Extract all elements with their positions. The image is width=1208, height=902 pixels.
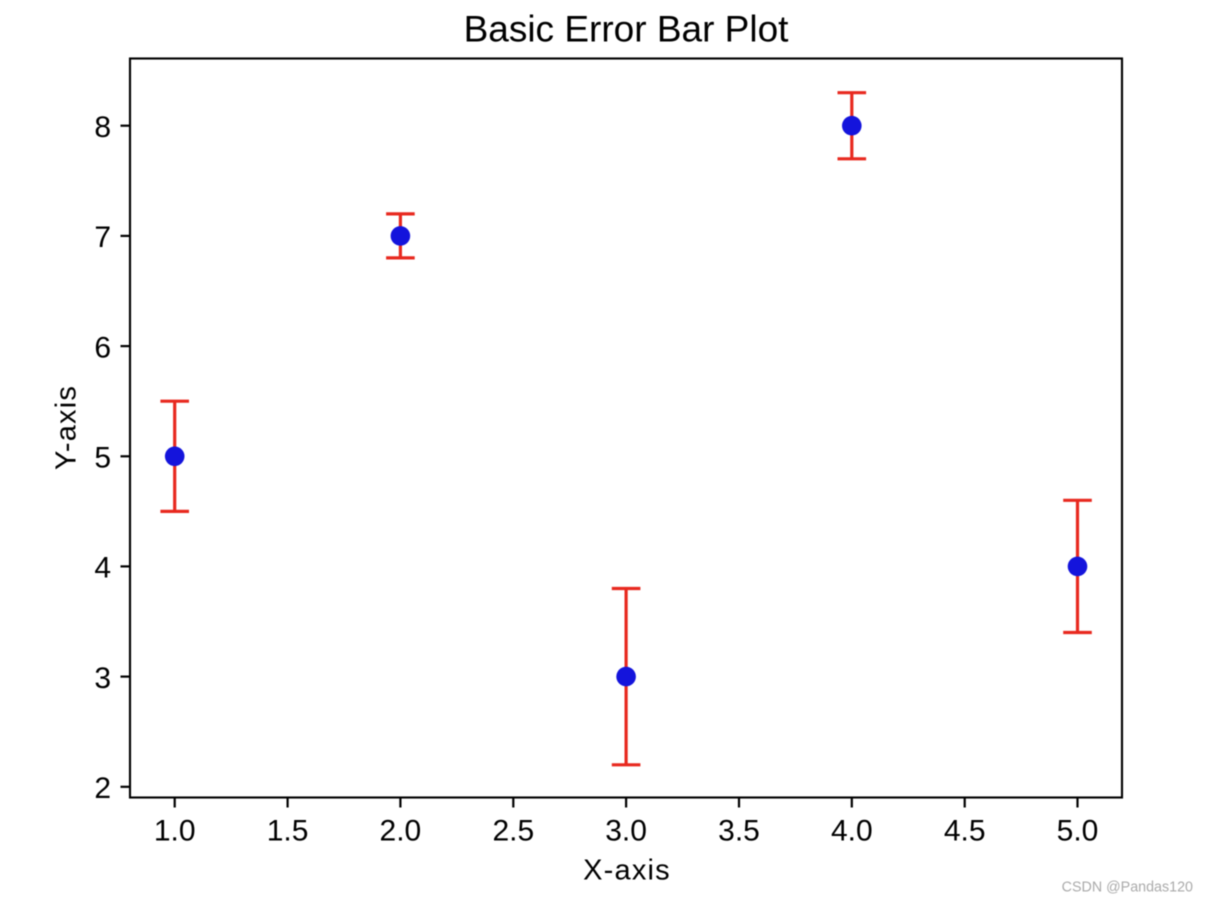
svg-text:4.0: 4.0 bbox=[831, 815, 873, 848]
svg-text:4.5: 4.5 bbox=[944, 815, 986, 848]
svg-text:CSDN @Pandas120: CSDN @Pandas120 bbox=[1062, 880, 1193, 896]
svg-text:Y-axis: Y-axis bbox=[51, 385, 83, 470]
svg-text:8: 8 bbox=[94, 111, 111, 144]
svg-text:3.5: 3.5 bbox=[718, 815, 760, 848]
svg-text:2.0: 2.0 bbox=[380, 815, 422, 848]
svg-text:1.5: 1.5 bbox=[267, 815, 309, 848]
svg-text:3: 3 bbox=[94, 662, 111, 695]
svg-text:6: 6 bbox=[94, 331, 111, 364]
svg-text:2: 2 bbox=[94, 772, 111, 805]
svg-text:Basic Error Bar Plot: Basic Error Bar Plot bbox=[464, 9, 790, 50]
svg-text:7: 7 bbox=[94, 221, 111, 254]
svg-text:2.5: 2.5 bbox=[492, 815, 534, 848]
svg-text:5.0: 5.0 bbox=[1057, 815, 1099, 848]
svg-text:1.0: 1.0 bbox=[154, 815, 196, 848]
svg-text:3.0: 3.0 bbox=[605, 815, 647, 848]
svg-text:5: 5 bbox=[94, 442, 111, 475]
svg-text:X-axis: X-axis bbox=[583, 855, 671, 887]
svg-text:4: 4 bbox=[94, 552, 111, 585]
